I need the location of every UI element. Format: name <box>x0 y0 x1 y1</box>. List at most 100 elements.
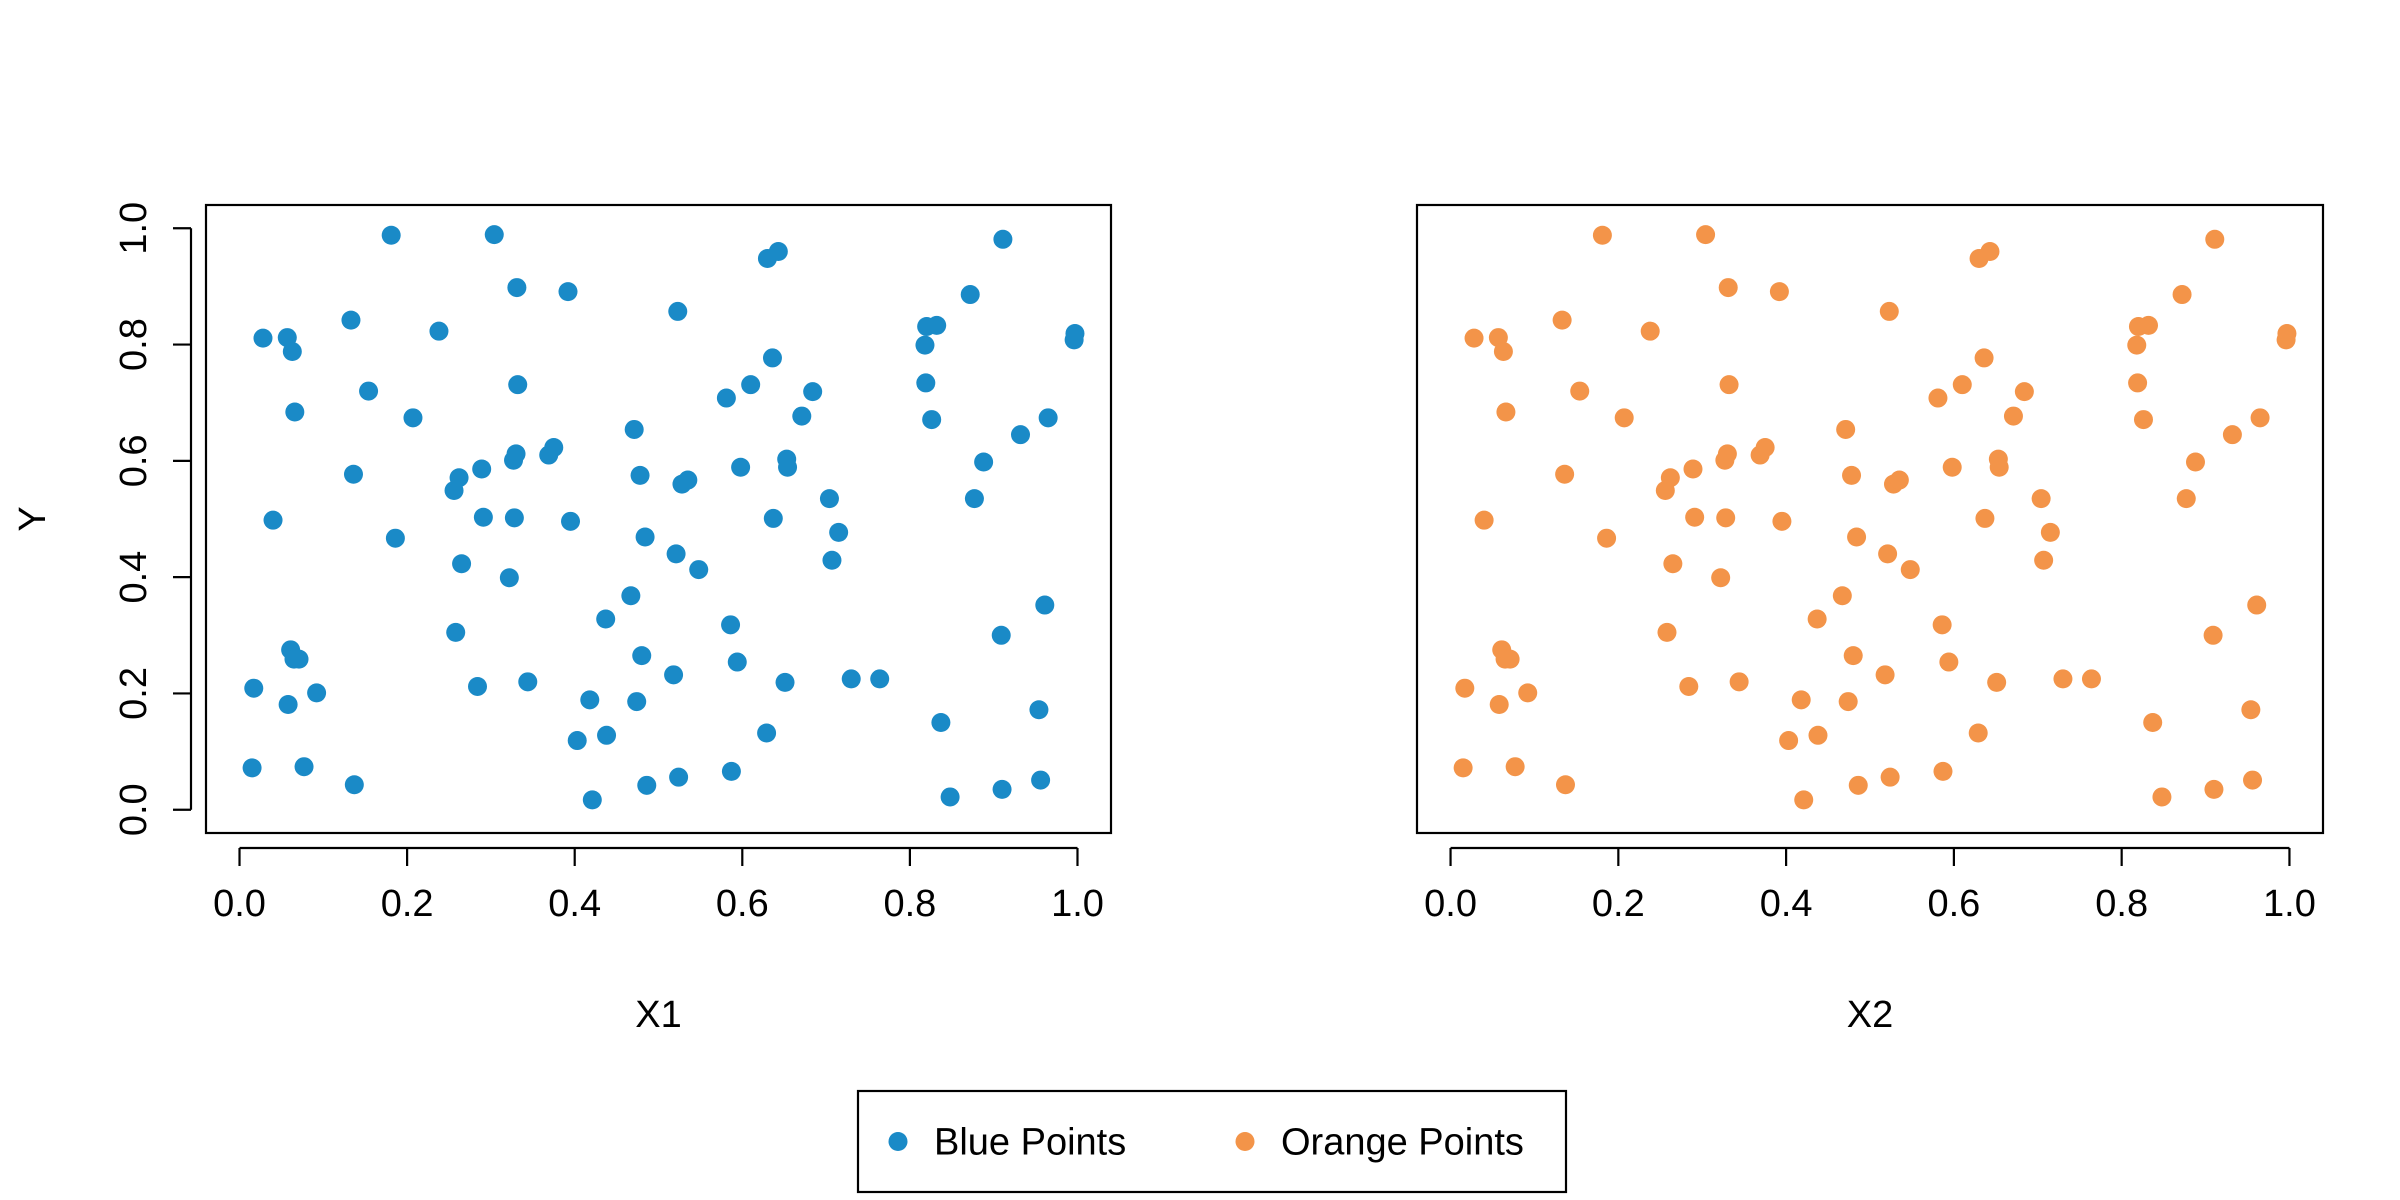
data-point <box>2205 229 2225 249</box>
data-point <box>1555 464 1575 484</box>
data-point <box>1755 437 1775 457</box>
data-point <box>762 348 782 368</box>
data-point <box>1570 381 1590 401</box>
x-tick-label: 1.0 <box>2263 883 2316 925</box>
data-point <box>1847 527 1867 547</box>
data-point <box>666 544 686 564</box>
data-point <box>2172 285 2192 305</box>
data-point <box>2127 335 2147 355</box>
data-point <box>1685 507 1705 527</box>
data-point <box>2081 669 2101 689</box>
data-point <box>916 373 936 393</box>
data-point <box>757 723 777 743</box>
y-tick-label: 0.2 <box>113 667 155 720</box>
data-point <box>1848 775 1868 795</box>
data-point <box>2277 324 2297 344</box>
data-point <box>1989 457 2009 477</box>
x-axis-label: X2 <box>1847 994 1893 1036</box>
data-point <box>1772 511 1792 531</box>
data-point <box>922 410 942 430</box>
data-point <box>822 550 842 570</box>
data-point <box>1974 348 1994 368</box>
data-point <box>1464 328 1484 348</box>
data-point <box>1453 758 1473 778</box>
data-point <box>792 406 812 426</box>
x-axis-label: X1 <box>635 994 681 1036</box>
y-axis: 0.0 0.2 0.4 0.6 0.8 1.0 <box>113 202 193 836</box>
legend-label: Blue Points <box>934 1122 1126 1164</box>
y-tick-label: 0.4 <box>113 551 155 604</box>
data-point <box>561 511 581 531</box>
data-point <box>359 381 379 401</box>
data-point <box>716 388 736 408</box>
data-point <box>1975 508 1995 528</box>
data-point <box>1779 731 1799 751</box>
x-tick-label: 0.0 <box>1424 883 1477 925</box>
legend-marker <box>888 1132 908 1151</box>
data-point <box>1679 676 1699 696</box>
data-point <box>678 470 698 490</box>
data-point <box>1592 225 1612 245</box>
data-point <box>282 342 302 362</box>
data-point <box>1952 375 1972 395</box>
data-point <box>1875 665 1895 685</box>
data-point <box>1900 560 1920 580</box>
data-point <box>1474 510 1494 530</box>
data-point <box>506 444 526 464</box>
data-point <box>343 464 363 484</box>
data-point <box>1933 761 1953 781</box>
data-point <box>582 790 602 810</box>
data-point <box>1489 694 1509 714</box>
data-point <box>1518 683 1538 703</box>
data-point <box>731 457 751 477</box>
x-tick-label: 0.8 <box>883 883 936 925</box>
data-point <box>244 678 264 698</box>
data-point <box>915 335 935 355</box>
data-point <box>632 646 652 666</box>
data-point <box>927 315 947 335</box>
data-point <box>2176 489 2196 509</box>
data-point <box>285 402 305 422</box>
data-point <box>1889 470 1909 490</box>
data-point <box>829 522 849 542</box>
data-point <box>278 694 298 714</box>
legend-marker <box>1235 1132 1255 1151</box>
data-point <box>1808 725 1828 745</box>
data-point <box>508 375 528 395</box>
data-point <box>289 649 309 669</box>
data-point <box>580 690 600 710</box>
x-tick-label: 0.8 <box>2095 883 2148 925</box>
data-point <box>473 507 493 527</box>
data-point <box>468 676 487 696</box>
data-point <box>385 528 405 548</box>
data-point <box>484 225 504 245</box>
data-point <box>1455 678 1475 698</box>
data-point <box>940 787 960 807</box>
y-tick-label: 0.8 <box>113 318 155 371</box>
data-point <box>778 457 798 477</box>
data-point <box>1842 465 1862 485</box>
data-point <box>2034 550 2054 570</box>
data-point <box>1065 324 1085 344</box>
x-axis: 0.0 0.2 0.4 0.6 0.8 1.0 <box>1424 846 2316 925</box>
x-tick-label: 0.4 <box>548 883 601 925</box>
data-point <box>721 761 741 781</box>
y-axis-label: Y <box>12 506 54 531</box>
data-point <box>775 672 795 692</box>
data-point <box>2203 625 2223 645</box>
data-point <box>669 767 689 787</box>
plot-panels: 0.0 0.2 0.4 0.6 0.8 1.0X10.00.20.40.60.81.0Y0… <box>12 202 2325 1036</box>
data-point <box>1880 767 1900 787</box>
data-point <box>931 713 951 733</box>
data-point <box>741 375 761 395</box>
data-point <box>544 437 564 457</box>
data-point <box>1711 568 1731 588</box>
x-tick-label: 0.6 <box>716 883 769 925</box>
data-point <box>721 615 741 635</box>
x-tick-label: 0.6 <box>1927 883 1980 925</box>
data-point <box>2143 713 2163 733</box>
data-point <box>307 683 327 703</box>
data-point <box>1035 595 1055 615</box>
data-point <box>518 672 538 692</box>
